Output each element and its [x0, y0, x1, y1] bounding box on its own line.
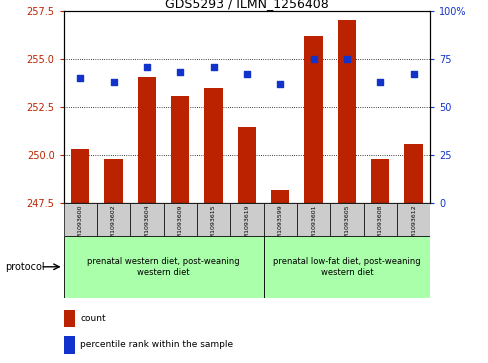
- Text: GSM1093608: GSM1093608: [377, 204, 382, 246]
- Bar: [263, 203, 296, 236]
- Bar: [396, 203, 429, 236]
- Bar: [104, 159, 122, 203]
- Bar: [263, 236, 429, 298]
- Point: [176, 70, 184, 76]
- Bar: [404, 144, 422, 203]
- Text: GSM1093599: GSM1093599: [277, 204, 282, 246]
- Bar: [171, 95, 189, 203]
- Bar: [296, 203, 329, 236]
- Text: protocol: protocol: [5, 262, 44, 272]
- Bar: [197, 203, 230, 236]
- Point: [109, 79, 117, 85]
- Point: [309, 56, 317, 62]
- Text: GSM1093619: GSM1093619: [244, 204, 249, 246]
- Text: GSM1093602: GSM1093602: [111, 204, 116, 246]
- Bar: [370, 159, 388, 203]
- Bar: [130, 203, 163, 236]
- Bar: [270, 190, 289, 203]
- Point: [142, 64, 150, 70]
- Bar: [204, 88, 223, 203]
- Text: GSM1093601: GSM1093601: [310, 204, 315, 246]
- Text: GSM1093605: GSM1093605: [344, 204, 349, 246]
- Text: prenatal low-fat diet, post-weaning
western diet: prenatal low-fat diet, post-weaning west…: [273, 257, 420, 277]
- Bar: [230, 203, 263, 236]
- Bar: [363, 203, 396, 236]
- Bar: [304, 36, 322, 203]
- Point: [243, 72, 250, 77]
- Text: GSM1093604: GSM1093604: [144, 204, 149, 246]
- Point: [76, 75, 84, 81]
- Bar: [237, 127, 256, 203]
- Title: GDS5293 / ILMN_1256408: GDS5293 / ILMN_1256408: [165, 0, 328, 10]
- Point: [209, 64, 217, 70]
- Point: [409, 72, 417, 77]
- Bar: [63, 310, 74, 327]
- Point: [343, 56, 350, 62]
- Point: [376, 79, 384, 85]
- Text: GSM1093609: GSM1093609: [178, 204, 183, 246]
- Text: GSM1093612: GSM1093612: [410, 204, 415, 246]
- Bar: [163, 203, 197, 236]
- Text: count: count: [80, 314, 105, 323]
- Text: prenatal western diet, post-weaning
western diet: prenatal western diet, post-weaning west…: [87, 257, 240, 277]
- Point: [276, 81, 284, 87]
- Bar: [337, 20, 355, 203]
- Bar: [63, 336, 74, 354]
- Text: percentile rank within the sample: percentile rank within the sample: [80, 340, 233, 349]
- Bar: [329, 203, 363, 236]
- Bar: [97, 203, 130, 236]
- Bar: [63, 236, 263, 298]
- Text: GSM1093615: GSM1093615: [211, 204, 216, 246]
- Text: GSM1093600: GSM1093600: [78, 204, 82, 246]
- Bar: [63, 203, 97, 236]
- Bar: [138, 77, 156, 203]
- Bar: [71, 150, 89, 203]
